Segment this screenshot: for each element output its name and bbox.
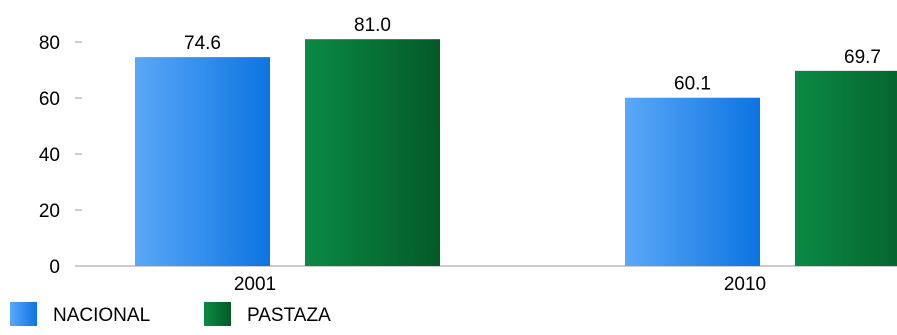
- x-tick-label: 2001: [234, 274, 276, 295]
- legend-swatch-nacional: [10, 302, 37, 326]
- x-axis: 2001 2010: [75, 265, 897, 295]
- value-labels-group: 74.6 81.0 60.1 69.7: [184, 15, 881, 95]
- bar-pastaza-2001: [305, 39, 440, 267]
- legend: NACIONAL PASTAZA: [10, 302, 331, 326]
- y-tick-label: 40: [39, 145, 60, 166]
- y-tick-label: 80: [39, 33, 60, 54]
- legend-label-nacional: NACIONAL: [53, 305, 150, 326]
- y-tick-label: 20: [39, 201, 60, 222]
- y-tick-label: 0: [49, 257, 60, 278]
- legend-label-pastaza: PASTAZA: [247, 305, 331, 326]
- data-label-nacional-2001: 74.6: [184, 33, 221, 54]
- data-label-pastaza-2001: 81.0: [354, 15, 391, 36]
- y-tick-label: 60: [39, 89, 60, 110]
- data-label-pastaza-2010: 69.7: [844, 47, 881, 68]
- bars-group: [135, 39, 897, 267]
- y-axis: 0 20 40 60 80: [39, 33, 82, 278]
- data-label-nacional-2010: 60.1: [674, 74, 711, 95]
- bar-nacional-2010: [625, 97, 760, 266]
- legend-swatch-pastaza: [204, 302, 231, 326]
- bar-pastaza-2010: [795, 70, 897, 266]
- bar-nacional-2001: [135, 57, 270, 267]
- x-tick-label: 2010: [724, 274, 766, 295]
